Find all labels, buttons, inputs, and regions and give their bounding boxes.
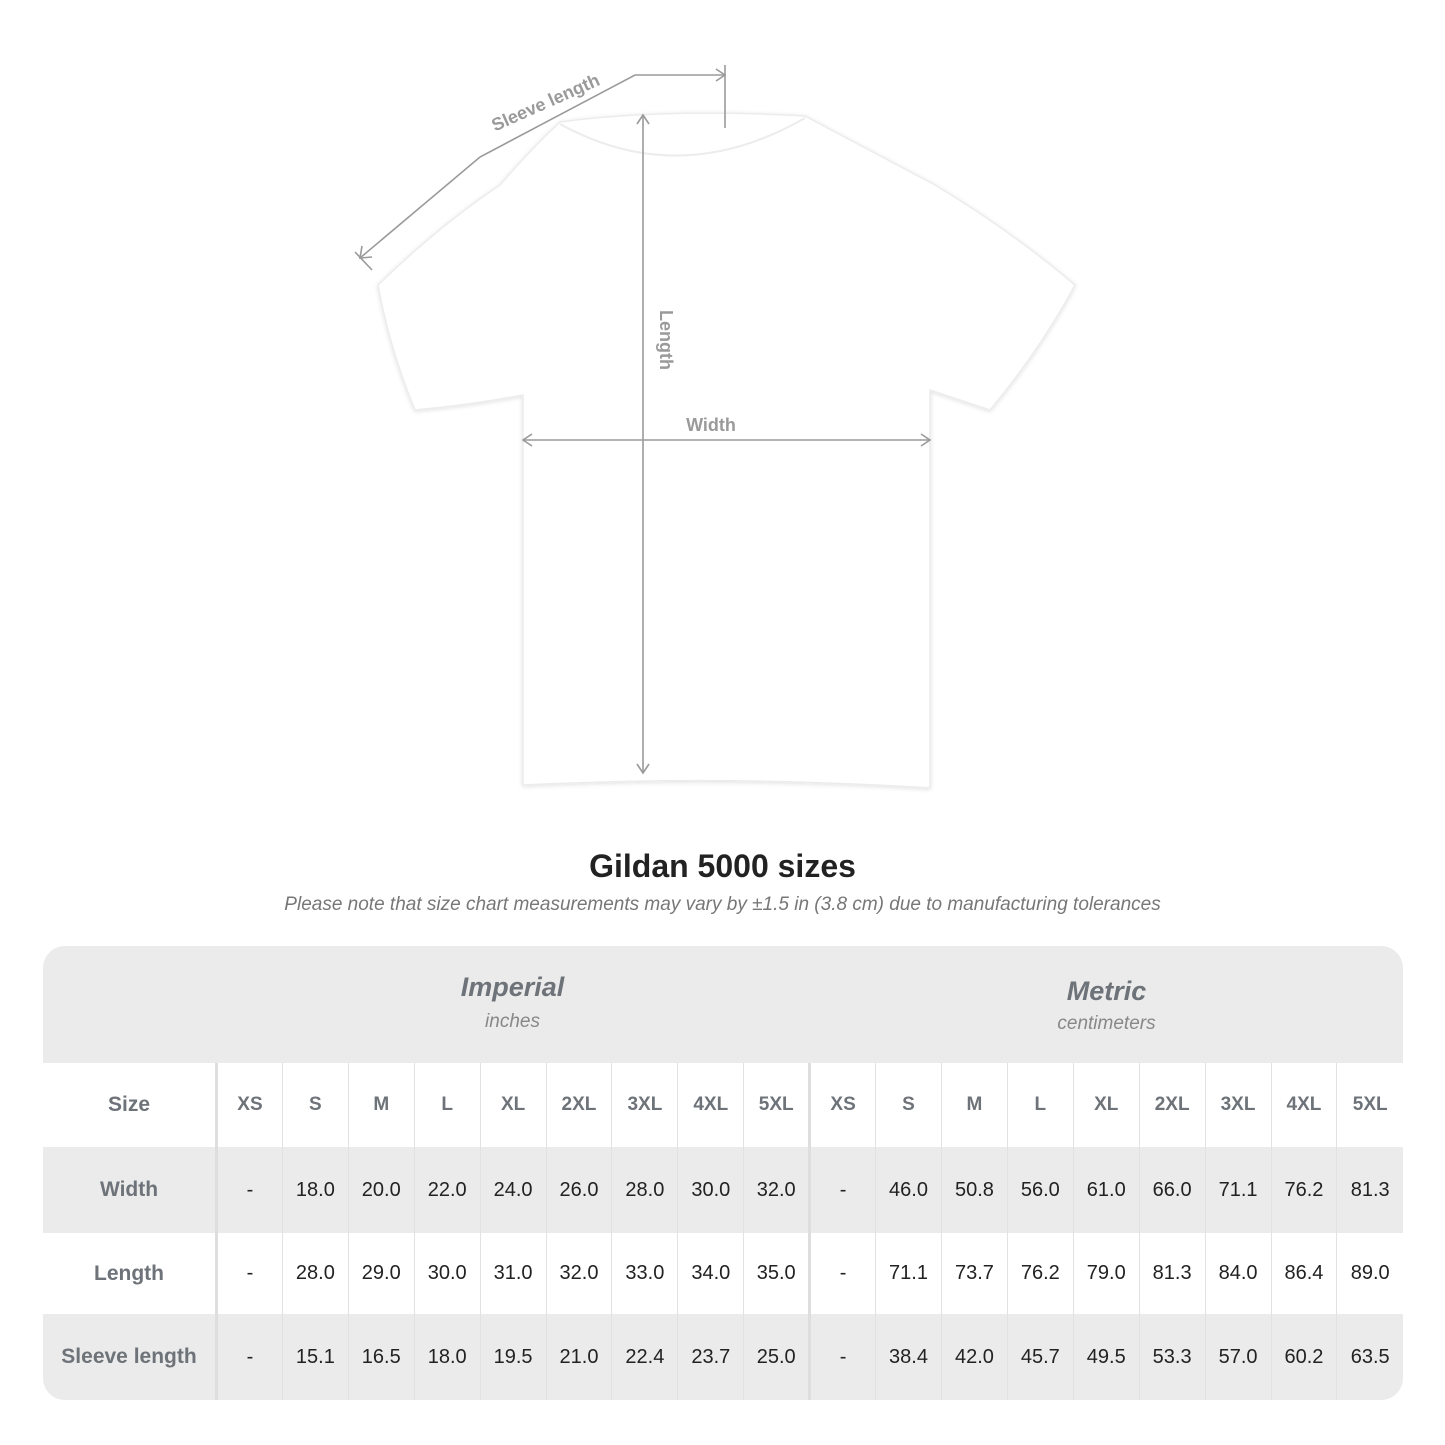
metric-unit: centimeters [1057, 1013, 1156, 1034]
width-label: Width [686, 415, 736, 435]
metric-value: 81.3 [1336, 1147, 1403, 1233]
metric-value: 57.0 [1204, 1314, 1271, 1400]
metric-size-header: 3XL [1204, 1063, 1271, 1147]
imperial-value: 35.0 [743, 1233, 810, 1314]
imperial-value: 32.0 [743, 1147, 810, 1233]
imperial-value: 22.4 [611, 1314, 678, 1400]
imperial-value: 33.0 [611, 1233, 678, 1314]
metric-value: 53.3 [1138, 1314, 1206, 1400]
tolerance-note: Please note that size chart measurements… [284, 894, 1161, 915]
imperial-value: 30.0 [677, 1147, 744, 1233]
metric-value: 76.2 [1006, 1233, 1074, 1314]
chart-title: Gildan 5000 sizes [589, 848, 856, 884]
metric-value: 86.4 [1270, 1233, 1337, 1314]
row-label: Sleeve length [43, 1314, 218, 1400]
imperial-value: 15.1 [281, 1314, 349, 1400]
imperial-title: Imperial [460, 972, 565, 1002]
imperial-value: 29.0 [347, 1233, 415, 1314]
metric-size-header: XS [808, 1063, 876, 1147]
row-label: Length [43, 1233, 218, 1314]
table-row: Length -28.0 29.0 30.0 31.0 32.0 33.0 34.0 35.0-… [43, 1233, 1403, 1314]
imperial-value: 16.5 [347, 1314, 415, 1400]
measurement-lines [354, 65, 932, 775]
imperial-value: 28.0 [281, 1233, 349, 1314]
imperial-value: 18.0 [413, 1314, 481, 1400]
imperial-value: 25.0 [743, 1314, 810, 1400]
imperial-size-header: 4XL [677, 1063, 744, 1147]
metric-value: 42.0 [940, 1314, 1008, 1400]
metric-value: 76.2 [1270, 1147, 1337, 1233]
size-header-row: Size XS S M L XL 2XL 3XL 4XL 5XL XS S M L XL 2XL 3XL 4XL 5… [43, 1063, 1403, 1147]
imperial-value: 23.7 [677, 1314, 744, 1400]
imperial-size-header: 5XL [743, 1063, 810, 1147]
collar [559, 117, 806, 157]
metric-value: 84.0 [1204, 1233, 1271, 1314]
imperial-size-header: XS [216, 1063, 283, 1147]
imperial-value: 32.0 [545, 1233, 612, 1314]
table-row: Sleeve length -15.1 16.5 18.0 19.5 21.0 22.4 23… [43, 1314, 1403, 1400]
metric-size-header: 2XL [1138, 1063, 1206, 1147]
metric-value: 81.3 [1138, 1233, 1206, 1314]
imperial-value: 34.0 [677, 1233, 744, 1314]
imperial-value: 21.0 [545, 1314, 612, 1400]
table-row: Width -18.0 20.0 22.0 24.0 26.0 28.0 30.0 32.0-4… [43, 1147, 1403, 1233]
metric-value: 60.2 [1270, 1314, 1337, 1400]
imperial-value: 30.0 [413, 1233, 481, 1314]
metric-value: - [808, 1314, 876, 1400]
imperial-size-header: M [347, 1063, 415, 1147]
row-label: Width [43, 1147, 218, 1233]
imperial-value: 19.5 [479, 1314, 547, 1400]
imperial-value: - [216, 1314, 283, 1400]
imperial-header: Imperial inches [215, 946, 810, 1063]
metric-value: - [808, 1233, 876, 1314]
tshirt-diagram: Sleeve length Length Width [354, 65, 1076, 789]
metric-value: 79.0 [1072, 1233, 1140, 1314]
metric-value: 46.0 [875, 1147, 942, 1233]
metric-title: Metric [1066, 976, 1147, 1006]
imperial-size-header: S [281, 1063, 349, 1147]
metric-value: 56.0 [1006, 1147, 1074, 1233]
metric-value: 66.0 [1138, 1147, 1206, 1233]
imperial-unit: inches [485, 1011, 540, 1032]
metric-value: 89.0 [1336, 1233, 1403, 1314]
metric-size-header: XL [1072, 1063, 1140, 1147]
metric-value: 71.1 [875, 1233, 942, 1314]
imperial-value: - [216, 1233, 283, 1314]
metric-value: 38.4 [875, 1314, 942, 1400]
size-label: Size [43, 1063, 218, 1147]
imperial-size-header: L [413, 1063, 481, 1147]
imperial-size-header: 3XL [611, 1063, 678, 1147]
imperial-value: 18.0 [281, 1147, 349, 1233]
metric-header: Metric centimeters [810, 946, 1403, 1063]
imperial-size-header: 2XL [545, 1063, 612, 1147]
imperial-value: 22.0 [413, 1147, 481, 1233]
imperial-value: 24.0 [479, 1147, 547, 1233]
metric-size-header: 4XL [1270, 1063, 1337, 1147]
metric-size-header: S [875, 1063, 942, 1147]
metric-value: 50.8 [940, 1147, 1008, 1233]
imperial-value: 28.0 [611, 1147, 678, 1233]
metric-size-header: L [1006, 1063, 1074, 1147]
metric-size-header: M [940, 1063, 1008, 1147]
metric-value: 71.1 [1204, 1147, 1271, 1233]
metric-value: 45.7 [1006, 1314, 1074, 1400]
metric-value: - [808, 1147, 876, 1233]
imperial-value: 26.0 [545, 1147, 612, 1233]
metric-value: 49.5 [1072, 1314, 1140, 1400]
metric-value: 73.7 [940, 1233, 1008, 1314]
imperial-size-header: XL [479, 1063, 547, 1147]
metric-value: 61.0 [1072, 1147, 1140, 1233]
metric-value: 63.5 [1336, 1314, 1403, 1400]
length-label: Length [656, 310, 676, 370]
tshirt-shape [377, 112, 1076, 789]
imperial-value: - [216, 1147, 283, 1233]
size-grid: Size XS S M L XL 2XL 3XL 4XL 5XL XS S M L XL 2XL 3XL 4XL 5… [43, 1063, 1403, 1400]
imperial-value: 20.0 [347, 1147, 415, 1233]
size-table: Imperial inches Metric centimeters Size X… [43, 946, 1403, 1400]
metric-size-header: 5XL [1336, 1063, 1403, 1147]
imperial-value: 31.0 [479, 1233, 547, 1314]
